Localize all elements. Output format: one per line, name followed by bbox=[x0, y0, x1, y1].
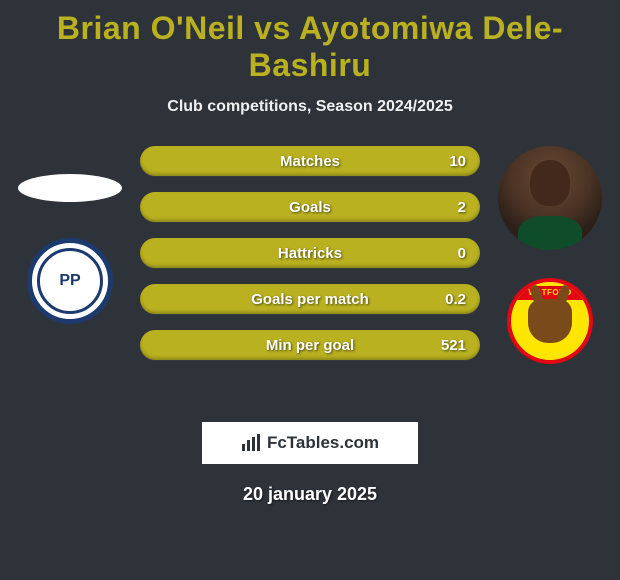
brand-badge: FcTables.com bbox=[202, 422, 418, 464]
stat-label: Goals per match bbox=[140, 291, 480, 308]
stat-value-right: 0 bbox=[458, 245, 466, 262]
stat-value-right: 10 bbox=[449, 153, 466, 170]
stat-value-right: 0.2 bbox=[445, 291, 466, 308]
brand-text: FcTables.com bbox=[267, 433, 379, 453]
bars-chart-icon bbox=[241, 434, 261, 452]
stat-label: Min per goal bbox=[140, 337, 480, 354]
stat-row-matches: Matches 10 bbox=[140, 146, 480, 176]
snapshot-date: 20 january 2025 bbox=[0, 484, 620, 505]
stat-value-right: 2 bbox=[458, 199, 466, 216]
right-player-column: WATFORD bbox=[490, 146, 610, 364]
right-club-badge: WATFORD bbox=[507, 278, 593, 364]
comparison-title: Brian O'Neil vs Ayotomiwa Dele-Bashiru bbox=[0, 0, 620, 84]
preston-badge-text: PP bbox=[59, 272, 80, 290]
left-player-column: PP bbox=[10, 146, 130, 324]
right-player-avatar bbox=[498, 146, 602, 250]
stat-row-mpg: Min per goal 521 bbox=[140, 330, 480, 360]
stat-row-gpm: Goals per match 0.2 bbox=[140, 284, 480, 314]
stat-row-hattricks: Hattricks 0 bbox=[140, 238, 480, 268]
stat-value-right: 521 bbox=[441, 337, 466, 354]
stat-label: Hattricks bbox=[140, 245, 480, 262]
comparison-content: PP Matches 10 Goals 2 Hattricks 0 Goals … bbox=[0, 146, 620, 406]
left-club-badge: PP bbox=[27, 238, 113, 324]
left-player-avatar bbox=[18, 174, 122, 202]
stat-label: Matches bbox=[140, 153, 480, 170]
watford-banner: WATFORD bbox=[511, 286, 589, 300]
stat-label: Goals bbox=[140, 199, 480, 216]
stat-row-goals: Goals 2 bbox=[140, 192, 480, 222]
watford-moose-icon bbox=[528, 299, 572, 343]
season-subtitle: Club competitions, Season 2024/2025 bbox=[0, 98, 620, 116]
stat-bars: Matches 10 Goals 2 Hattricks 0 Goals per… bbox=[140, 146, 480, 376]
